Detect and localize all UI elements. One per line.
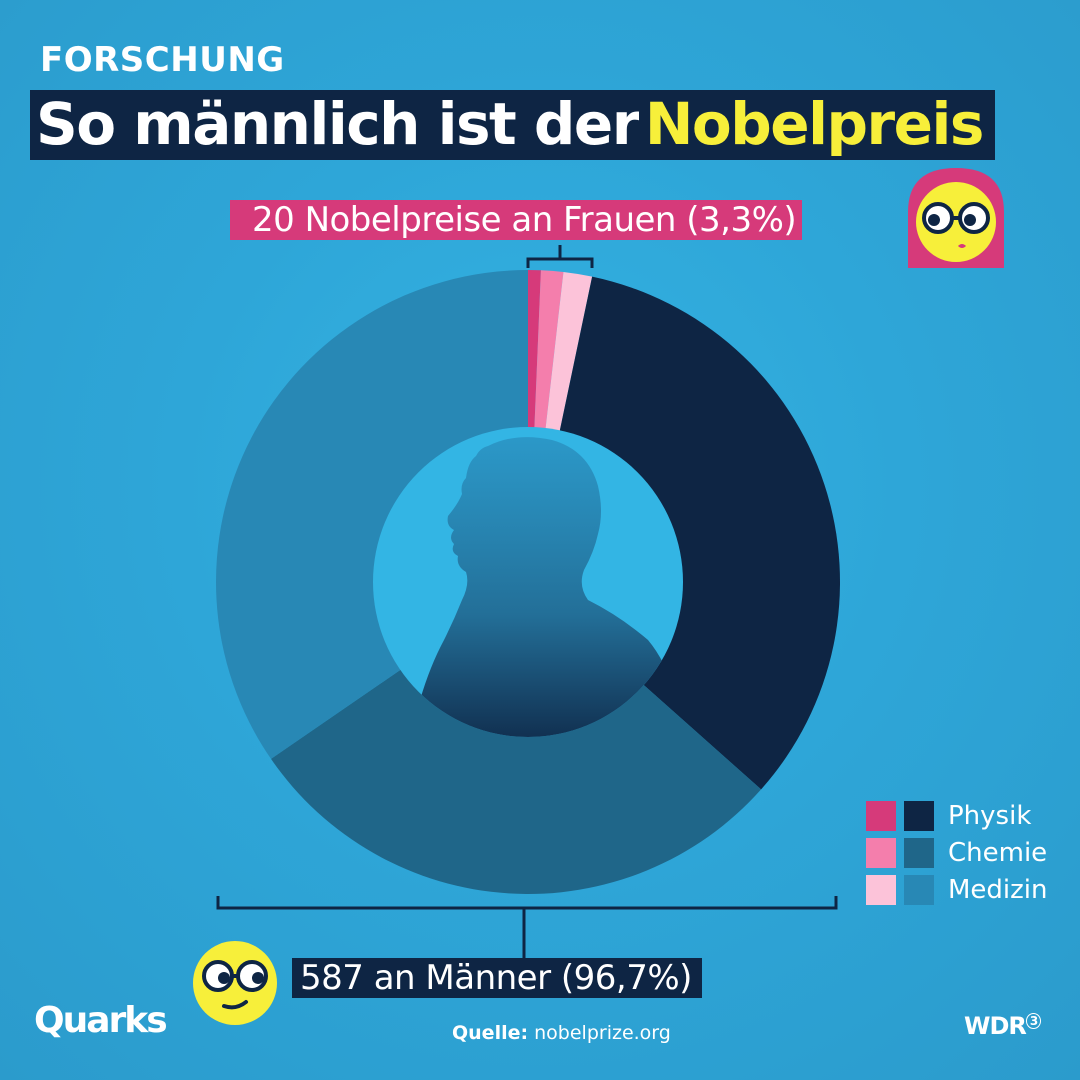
legend-swatch-men-physik bbox=[904, 800, 934, 831]
legend-item-physik: Physik bbox=[866, 797, 1048, 834]
slice-men-physik bbox=[528, 276, 841, 790]
quarks-logo: Quarks bbox=[34, 1000, 168, 1041]
source-value: nobelprize.org bbox=[534, 1022, 671, 1044]
title-white-text: So männlich ist der bbox=[30, 90, 640, 160]
women-bracket bbox=[526, 245, 594, 268]
slice-men-chemie bbox=[271, 582, 762, 895]
women-count-label: 20 Nobelpreise an Frauen (3,3%) bbox=[230, 200, 803, 240]
legend-item-chemie: Chemie bbox=[866, 834, 1048, 871]
men-bracket bbox=[216, 896, 838, 960]
men-count-label: 587 an Männer (96,7%) bbox=[292, 958, 702, 998]
man-silhouette-icon bbox=[400, 437, 676, 737]
legend: Physik Chemie Medizin bbox=[866, 797, 1048, 908]
legend-swatch-women-medizin bbox=[866, 874, 896, 905]
source-line: Quelle: nobelprize.org bbox=[452, 1022, 671, 1044]
legend-label: Chemie bbox=[948, 837, 1048, 868]
legend-item-medizin: Medizin bbox=[866, 871, 1048, 908]
man-emoji-icon bbox=[193, 941, 277, 1025]
legend-label: Medizin bbox=[948, 874, 1048, 905]
page-title: So männlich ist der Nobelpreis bbox=[30, 88, 995, 160]
kicker-label: FORSCHUNG bbox=[40, 40, 285, 80]
title-highlight-text: Nobelpreis bbox=[638, 90, 995, 160]
legend-swatch-men-medizin bbox=[904, 874, 934, 905]
legend-swatch-women-physik bbox=[866, 800, 896, 831]
woman-emoji-icon bbox=[908, 168, 1004, 268]
legend-swatch-men-chemie bbox=[904, 837, 934, 868]
donut-slices bbox=[216, 270, 841, 895]
wdr-logo-text: WDR bbox=[964, 1012, 1027, 1040]
slice-men-medizin bbox=[216, 270, 528, 759]
legend-label: Physik bbox=[948, 800, 1032, 831]
source-label: Quelle: bbox=[452, 1022, 529, 1044]
wdr-logo: WDR 3 bbox=[964, 1012, 1042, 1040]
wdr-logo-mark: 3 bbox=[1025, 1013, 1042, 1029]
legend-swatch-women-chemie bbox=[866, 837, 896, 868]
